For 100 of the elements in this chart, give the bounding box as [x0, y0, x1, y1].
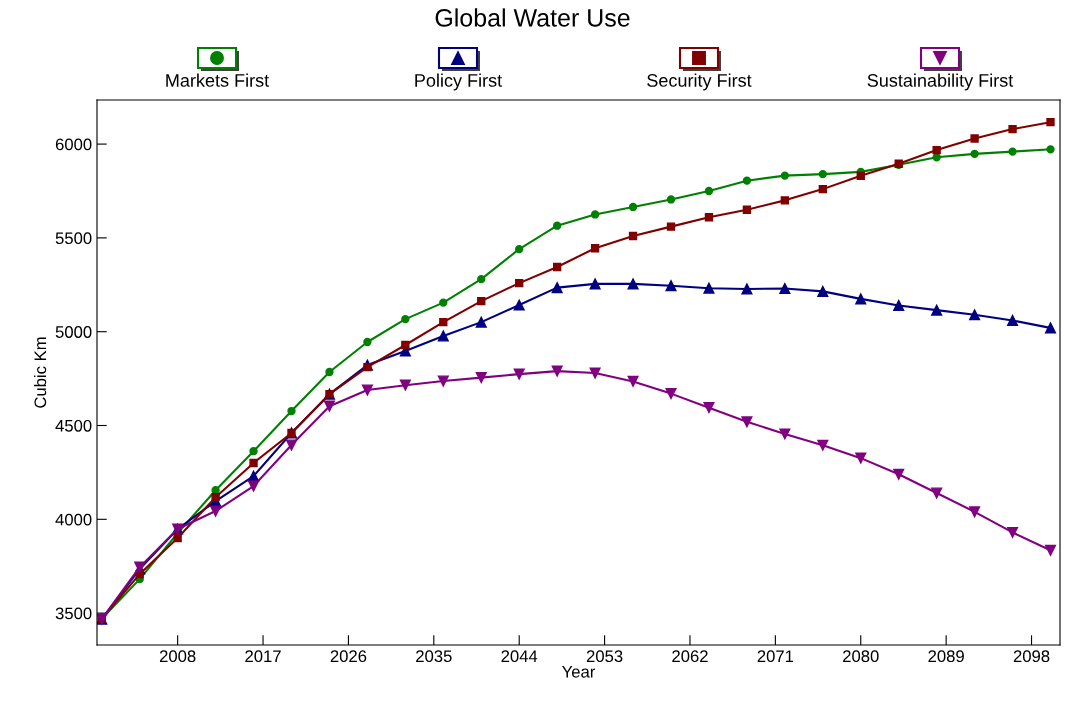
point — [552, 262, 562, 272]
point — [590, 244, 600, 253]
legend-label: Markets First — [166, 73, 270, 87]
point — [742, 176, 752, 185]
point — [817, 439, 829, 451]
legend-label: Policy First — [415, 73, 503, 91]
point — [704, 186, 714, 196]
point — [703, 402, 715, 414]
point — [932, 145, 941, 155]
x-tick-label: 2044 — [501, 650, 538, 663]
point — [1046, 145, 1055, 154]
x-tick-label: 2062 — [672, 650, 708, 663]
point — [249, 458, 258, 468]
point — [932, 153, 941, 162]
point — [401, 314, 410, 324]
point — [439, 317, 448, 327]
x-tick-label: 2098 — [1013, 650, 1050, 663]
point — [627, 375, 639, 387]
point — [741, 416, 753, 428]
point — [552, 221, 562, 230]
chart-title: Global Water Use — [435, 8, 630, 27]
x-tick-label: 2080 — [843, 650, 879, 663]
point — [665, 388, 677, 400]
point — [363, 337, 372, 347]
point — [780, 171, 790, 180]
point — [513, 299, 525, 311]
point — [551, 365, 563, 377]
point — [1044, 544, 1057, 556]
x-tick-label: 2035 — [416, 650, 452, 663]
point — [1008, 147, 1017, 156]
point — [551, 282, 563, 294]
y-tick-label: 4000 — [55, 513, 92, 526]
y-tick-label: 4500 — [55, 419, 92, 432]
point — [931, 304, 943, 316]
point — [475, 316, 487, 328]
point — [893, 299, 905, 311]
point — [628, 202, 638, 212]
point — [323, 400, 336, 412]
point — [628, 231, 638, 241]
legend-label: Security First — [647, 73, 752, 91]
point — [969, 309, 981, 321]
point — [779, 282, 791, 295]
point — [742, 205, 752, 214]
y-axis-title: Cubic Km — [33, 337, 47, 408]
y-tick-label: 5000 — [55, 326, 92, 338]
point — [856, 171, 865, 180]
x-tick-label: 2017 — [245, 650, 281, 663]
point — [970, 149, 979, 159]
point — [401, 340, 410, 350]
point — [780, 196, 790, 205]
point — [513, 368, 525, 380]
point — [399, 379, 411, 391]
point — [325, 367, 334, 377]
point — [589, 278, 601, 290]
point — [779, 428, 791, 440]
point — [703, 282, 715, 294]
point — [969, 506, 981, 518]
point — [893, 468, 905, 480]
point — [1007, 526, 1019, 538]
point — [477, 296, 486, 306]
x-tick-label: 2008 — [159, 650, 196, 663]
x-tick-label: 2053 — [586, 650, 623, 663]
point — [741, 283, 753, 295]
y-tick-label: 3500 — [55, 607, 92, 620]
point — [589, 367, 601, 379]
point — [665, 280, 677, 292]
y-tick-label: 6000 — [55, 138, 92, 151]
point — [439, 298, 448, 307]
point — [287, 406, 296, 416]
point — [666, 195, 676, 204]
point — [855, 452, 867, 464]
point — [627, 278, 639, 290]
y-tick-label: 5500 — [55, 232, 92, 245]
point — [249, 447, 258, 456]
x-tick-label: 2026 — [330, 650, 367, 663]
point — [437, 375, 449, 387]
point — [515, 278, 524, 288]
point — [437, 330, 449, 342]
point — [1007, 314, 1019, 326]
point — [475, 372, 487, 384]
point — [931, 487, 943, 499]
point — [818, 169, 827, 179]
point — [173, 533, 182, 543]
point — [1008, 124, 1017, 134]
point — [515, 244, 524, 254]
point — [704, 213, 714, 222]
point — [361, 384, 373, 396]
point — [477, 274, 486, 284]
x-tick-label: 2089 — [928, 650, 964, 663]
point — [285, 439, 298, 451]
point — [247, 480, 260, 492]
point — [211, 492, 220, 502]
point — [363, 362, 372, 372]
x-axis-title: Year — [562, 666, 596, 678]
point — [855, 293, 867, 305]
point — [818, 184, 827, 194]
point — [210, 505, 222, 517]
point — [817, 285, 829, 297]
legend-label: Sustainability First — [867, 73, 1014, 91]
x-tick-label: 2071 — [757, 650, 794, 663]
